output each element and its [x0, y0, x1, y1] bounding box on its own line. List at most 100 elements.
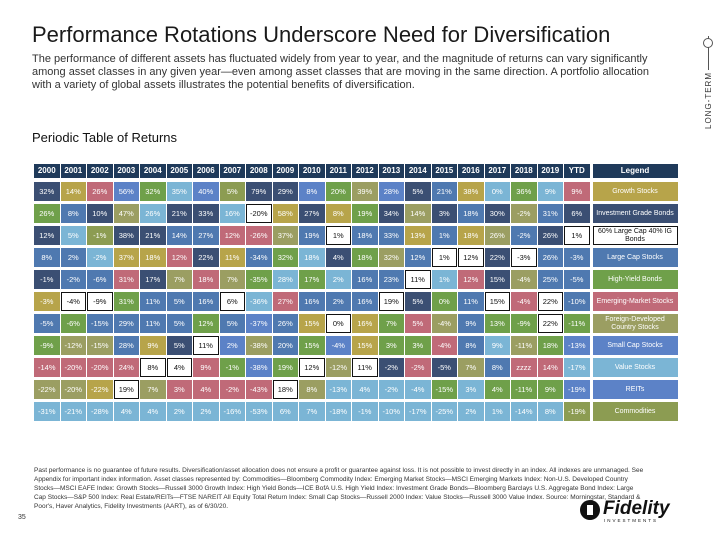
return-cell: 16% — [219, 204, 245, 223]
return-cell: 29% — [113, 314, 139, 333]
return-cell: -19% — [564, 402, 590, 421]
return-cell: 8% — [484, 358, 510, 377]
return-cell: 7% — [458, 358, 484, 377]
return-cell: -2% — [219, 380, 245, 399]
return-cell: 16% — [193, 292, 219, 311]
year-header: YTD — [564, 164, 590, 178]
return-cell: 18% — [140, 248, 166, 267]
return-cell: 1% — [484, 402, 510, 421]
return-cell: -11% — [511, 336, 537, 355]
return-cell: 34% — [378, 204, 404, 223]
return-cell: 1% — [325, 226, 351, 245]
return-cell: -9% — [87, 292, 113, 311]
return-cell: 24% — [113, 358, 139, 377]
return-cell: 7% — [166, 270, 192, 289]
return-cell: 38% — [113, 226, 139, 245]
return-cell: -11% — [511, 380, 537, 399]
return-cell: 8% — [299, 182, 325, 201]
return-cell: -16% — [219, 402, 245, 421]
return-cell: 19% — [272, 358, 298, 377]
return-cell: 18% — [272, 380, 298, 399]
return-cell: -11% — [564, 314, 590, 333]
return-cell: -9% — [34, 336, 60, 355]
return-cell: 15% — [352, 336, 378, 355]
return-cell: -18% — [325, 402, 351, 421]
return-cell: -15% — [87, 314, 113, 333]
year-header: 2001 — [60, 164, 86, 178]
return-cell: -38% — [246, 336, 272, 355]
legend-item: REITs — [592, 380, 678, 399]
return-cell: 11% — [352, 358, 378, 377]
return-cell: -10% — [564, 292, 590, 311]
return-cell: 17% — [140, 270, 166, 289]
return-cell: 4% — [140, 402, 166, 421]
side-tag-label: LONG-TERM — [704, 70, 713, 131]
return-cell: 11% — [140, 292, 166, 311]
return-cell: -4% — [431, 314, 457, 333]
return-cell: 28% — [113, 336, 139, 355]
return-cell: 23% — [378, 270, 404, 289]
return-cell: 19% — [299, 226, 325, 245]
return-cell: 8% — [140, 358, 166, 377]
return-cell: -2% — [60, 270, 86, 289]
return-cell: 26% — [484, 226, 510, 245]
return-cell: 5% — [405, 182, 431, 201]
return-cell: -36% — [246, 292, 272, 311]
return-cell: -2% — [378, 380, 404, 399]
return-cell: 18% — [458, 226, 484, 245]
return-cell: 16% — [352, 314, 378, 333]
return-cell: 11% — [405, 270, 431, 289]
return-cell: -2% — [511, 204, 537, 223]
return-cell: 4% — [193, 380, 219, 399]
year-header: 2007 — [219, 164, 245, 178]
return-cell: 2% — [325, 270, 351, 289]
return-cell: 9% — [193, 358, 219, 377]
return-cell: -4% — [60, 292, 86, 311]
return-cell: 8% — [60, 204, 86, 223]
year-header: 2012 — [352, 164, 378, 178]
return-cell: 7% — [378, 314, 404, 333]
return-cell: 26% — [34, 204, 60, 223]
legend-item: Investment Grade Bonds — [592, 204, 678, 223]
return-cell: 38% — [458, 182, 484, 201]
return-cell: 26% — [537, 226, 563, 245]
return-cell: 17% — [299, 270, 325, 289]
legend-item: Growth Stocks — [592, 182, 678, 201]
legend-item: Large Cap Stocks — [592, 248, 678, 267]
return-cell: 12% — [299, 358, 325, 377]
return-cell: 9% — [484, 336, 510, 355]
year-header: 2014 — [405, 164, 431, 178]
return-cell: 12% — [458, 270, 484, 289]
return-cell: -1% — [219, 358, 245, 377]
return-cell: -17% — [405, 402, 431, 421]
return-cell: -20% — [246, 204, 272, 223]
return-cell: 0% — [431, 292, 457, 311]
return-cell: 21% — [166, 204, 192, 223]
return-cell: 32% — [34, 182, 60, 201]
return-cell: -43% — [246, 380, 272, 399]
return-cell: 26% — [272, 314, 298, 333]
return-cell: 26% — [537, 248, 563, 267]
logo-mark-icon — [580, 500, 600, 520]
legend-item: Value Stocks — [592, 358, 678, 377]
return-cell: -14% — [34, 358, 60, 377]
return-cell: 47% — [113, 204, 139, 223]
return-cell: 5% — [166, 292, 192, 311]
year-header: 2019 — [537, 164, 563, 178]
return-cell: 18% — [458, 204, 484, 223]
return-cell: 6% — [272, 402, 298, 421]
return-cell: -22% — [34, 380, 60, 399]
return-cell: 8% — [34, 248, 60, 267]
year-header: 2010 — [299, 164, 325, 178]
return-cell: 7% — [219, 270, 245, 289]
page-subtitle: The performance of different assets has … — [32, 53, 649, 91]
return-cell: 5% — [166, 314, 192, 333]
return-cell: -26% — [246, 226, 272, 245]
return-cell: 29% — [272, 182, 298, 201]
return-cell: 39% — [352, 182, 378, 201]
return-cell: 22% — [193, 248, 219, 267]
return-cell: -21% — [60, 402, 86, 421]
return-cell: 5% — [219, 314, 245, 333]
return-cell: 5% — [219, 182, 245, 201]
return-cell: -4% — [511, 270, 537, 289]
